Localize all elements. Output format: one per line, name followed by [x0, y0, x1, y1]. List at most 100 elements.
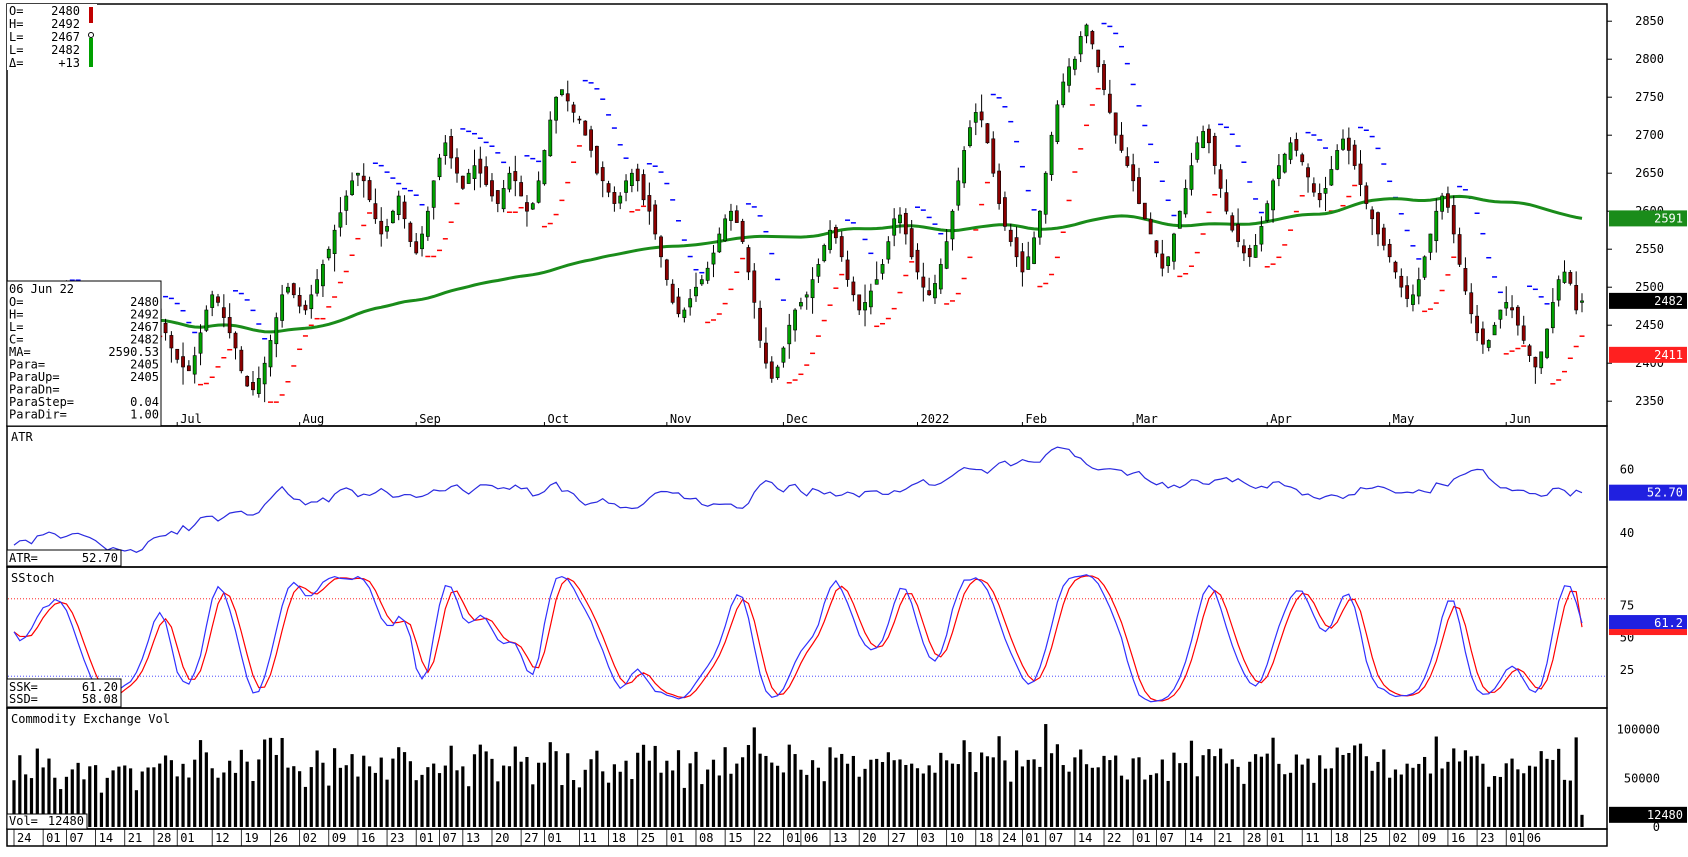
volume-bar — [1399, 774, 1403, 827]
candle-body — [1148, 218, 1153, 235]
candle — [1446, 186, 1450, 213]
volume-bar — [315, 750, 319, 827]
candle-body — [1125, 156, 1130, 166]
volume-bar — [857, 776, 861, 827]
volume-bar — [1096, 767, 1100, 827]
volume-bar — [35, 748, 39, 827]
candle — [903, 208, 908, 245]
volume-bar — [694, 751, 698, 827]
candle-body — [699, 279, 704, 285]
volume-bar — [1376, 761, 1380, 827]
volume-bar — [1154, 773, 1159, 827]
candle — [1288, 137, 1293, 165]
volume-bar — [910, 763, 914, 827]
volume-bar — [402, 752, 407, 827]
candle-body — [1527, 345, 1532, 356]
date-label: 25 — [1363, 831, 1377, 845]
volume-bar — [111, 770, 115, 827]
volume-bar — [1230, 759, 1234, 827]
candle-body — [1411, 294, 1415, 305]
volume-bar — [950, 763, 955, 827]
candle — [1020, 243, 1025, 287]
panel-frames — [6, 3, 1608, 847]
volume-bar — [507, 766, 512, 827]
volume-bar — [1446, 761, 1450, 827]
candle-body — [1142, 202, 1147, 220]
candle — [1504, 286, 1509, 316]
volume-bar — [1014, 750, 1019, 827]
candle-body — [542, 150, 547, 185]
data-window-row-value: 2492 — [130, 308, 159, 322]
volume-bar — [583, 769, 587, 827]
volume-bar — [542, 762, 547, 827]
candle — [659, 235, 663, 268]
candle — [670, 279, 675, 305]
candle-body — [1300, 154, 1305, 163]
candle-body — [1072, 58, 1077, 70]
candle — [1556, 275, 1561, 307]
atr-readout-value: 52.70 — [82, 551, 118, 565]
ohlc-last-label: L= — [9, 43, 23, 57]
candle-body — [1218, 169, 1223, 189]
candle — [927, 277, 932, 296]
candle — [1043, 171, 1048, 224]
volume-bar — [1417, 763, 1421, 827]
candle-body — [525, 202, 529, 212]
candle-body — [1137, 177, 1141, 204]
date-label: 20 — [495, 831, 509, 845]
volume-bar — [29, 778, 34, 827]
candle — [1282, 152, 1287, 174]
volume-bar — [519, 761, 523, 827]
candle-body — [1475, 315, 1479, 334]
volume-bar — [671, 770, 675, 827]
candle — [1107, 79, 1112, 115]
volume-tick-label: 100000 — [1617, 723, 1660, 737]
volume-bar — [484, 751, 488, 827]
candle-body — [291, 283, 296, 296]
candle-body — [396, 195, 401, 215]
volume-bar — [204, 752, 208, 827]
ssd-value-tag-bg — [1609, 629, 1687, 636]
candle-body — [688, 298, 693, 308]
volume-bar — [1423, 756, 1427, 827]
ssd-readout-label: SSD= — [9, 692, 38, 706]
candle — [379, 207, 384, 247]
candle — [280, 284, 285, 328]
volume-bar — [1504, 763, 1508, 827]
date-label: 14 — [1078, 831, 1092, 845]
month-label: Oct — [547, 412, 569, 426]
candle — [863, 284, 867, 327]
volume-bar — [140, 771, 144, 827]
candle-body — [886, 241, 891, 260]
candle — [868, 283, 873, 315]
volume-bar — [659, 772, 663, 827]
volume-bar — [1172, 752, 1176, 827]
candle-body — [729, 210, 733, 221]
price-tick-label: 2450 — [1635, 318, 1664, 332]
candle-body — [1341, 138, 1345, 150]
candle — [1003, 191, 1007, 231]
candle — [554, 96, 558, 134]
candle — [787, 313, 792, 359]
volume-bar — [1131, 758, 1135, 827]
volume-bar — [898, 759, 902, 827]
candle-body — [530, 203, 535, 210]
candle — [594, 145, 599, 176]
candle — [1481, 321, 1485, 354]
volume-bar — [834, 757, 838, 827]
date-label: 20 — [862, 831, 876, 845]
candle — [210, 290, 215, 317]
volume-bar — [1242, 783, 1246, 827]
date-label: 08 — [699, 831, 713, 845]
candle-body — [968, 127, 972, 147]
date-label: 14 — [99, 831, 113, 845]
candle — [1300, 152, 1305, 166]
volume-bar — [1463, 750, 1468, 827]
volume-bar — [47, 758, 51, 827]
candle — [1311, 177, 1316, 197]
candle — [577, 115, 582, 124]
ssk-line — [13, 574, 1583, 703]
price-tick-label: 2350 — [1635, 394, 1664, 408]
volume-bar — [1224, 763, 1229, 827]
